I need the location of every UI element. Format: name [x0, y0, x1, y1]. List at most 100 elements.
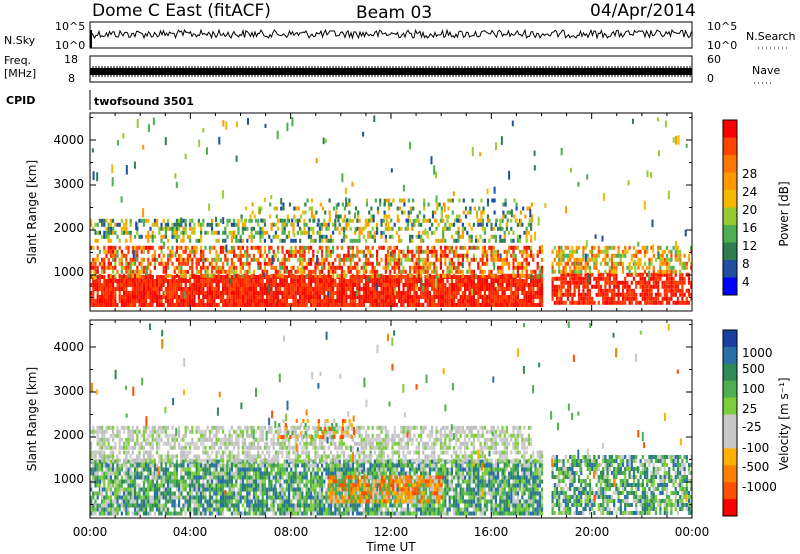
power-cell	[259, 234, 262, 239]
power-cell	[439, 253, 442, 258]
power-cell	[393, 261, 396, 266]
power-cell	[461, 303, 464, 307]
power-cell	[109, 273, 112, 278]
power-cell	[569, 269, 572, 274]
power-cell	[376, 226, 379, 231]
power-cell	[459, 253, 462, 258]
power-cell	[147, 234, 150, 239]
power-cell	[90, 291, 93, 295]
power-cell	[321, 253, 324, 258]
power-cell	[679, 288, 682, 293]
power-cell	[560, 245, 563, 250]
power-cell	[294, 295, 297, 299]
power-cell	[530, 295, 533, 299]
power-cell	[466, 283, 469, 287]
velocity-cell	[215, 491, 218, 496]
power-cell	[468, 275, 471, 279]
power-cell	[538, 303, 541, 307]
power-cell	[294, 249, 297, 254]
velocity-cell	[112, 467, 115, 472]
power-cell	[268, 275, 271, 279]
power-cell	[349, 269, 352, 274]
power-cell	[345, 279, 348, 283]
power-cell	[390, 202, 393, 207]
power-cell	[613, 272, 616, 277]
power-cell	[257, 257, 260, 262]
power-cell	[444, 273, 447, 278]
power-cell	[149, 273, 152, 278]
velocity-cell	[138, 507, 141, 512]
power-cell	[228, 265, 231, 270]
velocity-cell	[140, 499, 143, 504]
power-cell	[514, 295, 517, 299]
power-cell	[521, 253, 524, 258]
power-cell	[263, 218, 266, 223]
power-cell	[151, 303, 154, 307]
power-cell	[268, 279, 271, 283]
velocity-cell	[200, 503, 203, 508]
power-cell	[105, 279, 108, 283]
power-cell	[512, 299, 515, 303]
power-cell	[206, 303, 209, 307]
power-cell	[639, 280, 642, 285]
power-cell	[290, 222, 293, 227]
power-cell	[259, 291, 262, 295]
power-cell	[277, 299, 280, 303]
velocity-cell	[127, 491, 130, 496]
power-cell	[323, 218, 326, 223]
power-cell	[536, 283, 539, 287]
power-cell	[323, 295, 326, 299]
power-cell	[140, 269, 143, 274]
power-cell	[588, 265, 592, 270]
power-cell	[391, 253, 394, 258]
power-cell	[316, 249, 319, 254]
power-speckle	[684, 229, 687, 237]
power-cell	[180, 303, 183, 307]
power-cell	[602, 292, 605, 297]
power-cell	[272, 291, 275, 295]
power-cell	[343, 253, 346, 258]
power-cell	[279, 303, 282, 307]
power-cell	[527, 261, 530, 266]
power-cell	[277, 269, 280, 274]
power-cell	[109, 287, 112, 291]
power-speckle	[418, 259, 421, 265]
power-cell	[483, 238, 486, 243]
power-cell	[417, 303, 420, 307]
power-cell	[577, 296, 581, 301]
power-cell	[404, 283, 407, 287]
power-cell	[439, 291, 442, 295]
power-cell	[628, 292, 631, 297]
power-cell	[92, 299, 95, 303]
power-cell	[555, 253, 559, 258]
power-cell	[358, 295, 361, 299]
power-cell	[492, 273, 495, 278]
power-cell	[228, 269, 231, 274]
power-cell	[384, 253, 387, 258]
velocity-cell	[112, 507, 115, 512]
power-cell	[345, 257, 348, 262]
power-cell	[468, 283, 471, 287]
power-cell	[527, 253, 530, 258]
velocity-cell	[171, 471, 174, 476]
velocity-cell	[204, 483, 207, 488]
velocity-cell	[206, 499, 209, 504]
power-cell	[624, 245, 627, 250]
power-cell	[639, 276, 642, 281]
power-cell	[252, 226, 255, 231]
power-cell	[610, 257, 614, 262]
power-cell	[230, 291, 233, 295]
velocity-cell	[98, 503, 101, 508]
power-cell	[521, 291, 524, 295]
power-cell	[685, 261, 688, 266]
velocity-cell	[105, 467, 108, 472]
power-cell	[499, 265, 502, 270]
power-speckle	[458, 269, 461, 274]
power-cell	[428, 218, 431, 223]
power-cell	[263, 269, 266, 274]
power-cell	[409, 299, 412, 303]
power-cell	[448, 257, 451, 262]
power-cell	[156, 283, 159, 287]
power-cell	[400, 295, 403, 299]
power-speckle	[493, 186, 496, 194]
